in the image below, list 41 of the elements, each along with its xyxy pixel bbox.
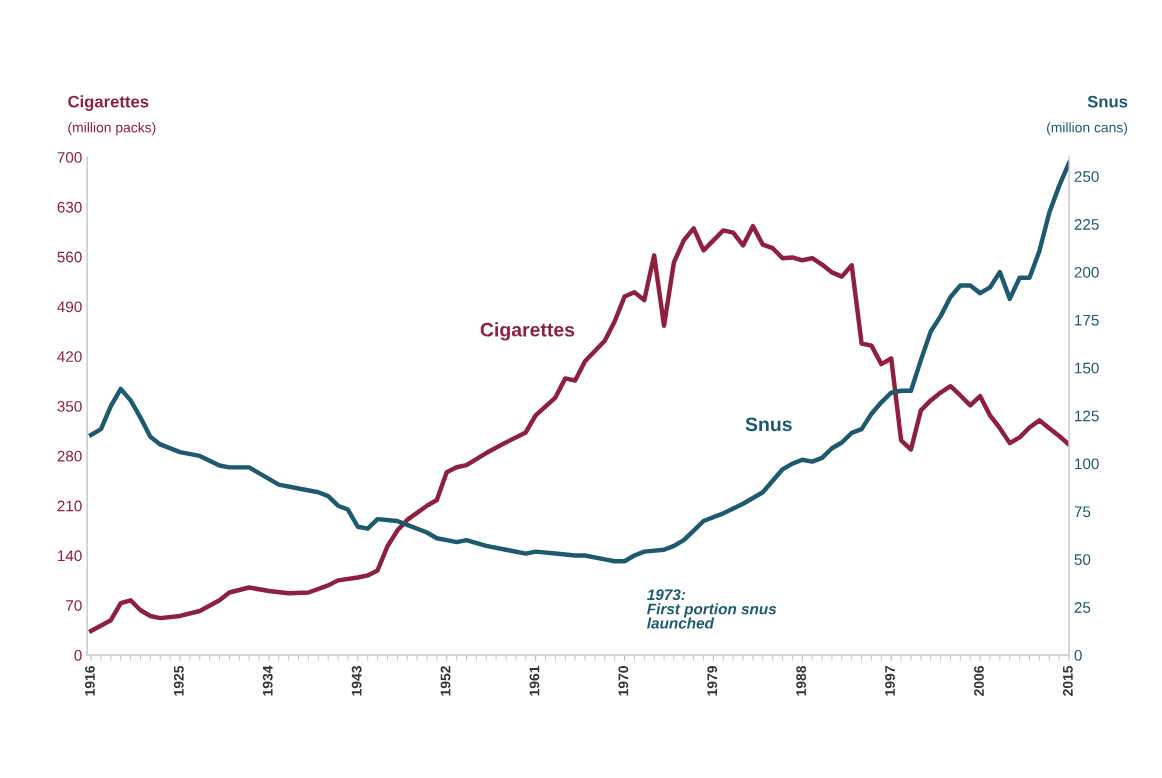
y2-tick-label: 200 — [1074, 266, 1099, 278]
series-label: Snus — [745, 417, 792, 432]
y-tick-label: 490 — [57, 301, 82, 313]
y-tick-label: 560 — [57, 251, 82, 263]
y-tick-label: 420 — [57, 351, 82, 363]
series-label: Cigarettes — [480, 322, 575, 341]
y-axis-title: Cigarettes (million packs) — [68, 95, 156, 136]
y-tick-label: 0 — [74, 649, 82, 661]
x-tick-label: 1916 — [84, 665, 95, 696]
x-tick-label: 1934 — [262, 665, 273, 696]
annotation: 1973: First portion snus launched — [647, 589, 777, 629]
x-tick-label: 1961 — [529, 665, 540, 696]
line-series — [88, 160, 1070, 564]
y-tick-label: 280 — [57, 450, 82, 462]
y-tick-label: 700 — [57, 152, 82, 163]
x-tick-label: 2015 — [1062, 665, 1073, 696]
x-tick-label: 1952 — [440, 666, 451, 696]
y-tick-label: 210 — [57, 500, 82, 512]
y-tick-label: 350 — [57, 400, 82, 412]
x-tick-label: 1988 — [796, 665, 807, 696]
y2-tick-label: 50 — [1074, 554, 1091, 566]
y2-tick-label: 225 — [1074, 219, 1099, 230]
y2-tick-label: 175 — [1075, 314, 1099, 326]
y2-tick-label: 125 — [1075, 410, 1099, 422]
y2-tick-label: 100 — [1075, 458, 1099, 470]
y2-axis-title: Snus (million cans) — [1047, 95, 1128, 136]
line-series — [88, 223, 1070, 634]
y2-tick-label: 150 — [1075, 362, 1099, 374]
y2-tick-label: 0 — [1074, 649, 1082, 661]
x-tick-label: 1970 — [618, 666, 629, 696]
y-tick-label: 70 — [66, 600, 82, 611]
x-tick-label: 1925 — [173, 665, 184, 696]
x-tick-label: 1979 — [707, 666, 718, 696]
x-tick-label: 1943 — [351, 665, 362, 696]
x-tick-label: 2006 — [974, 665, 984, 696]
y2-tick-label: 25 — [1074, 602, 1091, 613]
x-tick-label: 1997 — [885, 666, 895, 696]
y-tick-label: 630 — [57, 201, 82, 213]
y-tick-label: 140 — [57, 550, 82, 562]
y2-tick-label: 75 — [1074, 506, 1091, 518]
y2-tick-label: 250 — [1074, 171, 1099, 182]
